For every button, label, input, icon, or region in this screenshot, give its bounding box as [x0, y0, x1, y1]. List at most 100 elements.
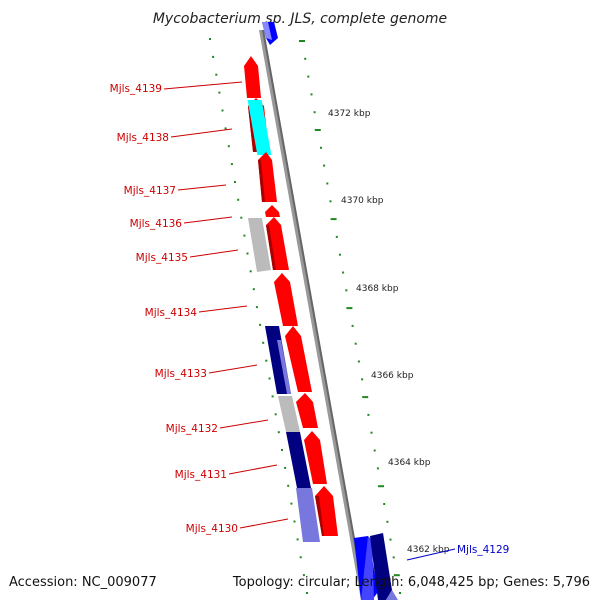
tick-mark [338, 253, 341, 256]
tick-label-4368: 4368 kbp [356, 284, 399, 294]
tick-mark [314, 129, 321, 131]
tick-mark [277, 431, 280, 434]
tick-mark [393, 574, 400, 577]
tick-mark [313, 111, 316, 114]
tick-mark [252, 288, 255, 291]
gene-label-mjls-4133: Mjls_4133 [155, 368, 207, 380]
tick-mark [209, 38, 211, 40]
tick-mark [357, 360, 360, 363]
tick-mark [249, 270, 252, 273]
tick-label-4372: 4372 kbp [328, 109, 371, 119]
tick-mark [326, 182, 329, 185]
tick-label-4362: 4362 kbp [407, 545, 450, 555]
topology-info: Topology: circular; Length: 6,048,425 bp… [232, 575, 590, 590]
gene-label-mjls-4136: Mjls_4136 [130, 218, 183, 230]
tick-mark [274, 413, 277, 416]
tick-mark [212, 55, 215, 58]
tick-mark [304, 57, 307, 60]
gene-mjls-4132-other [278, 396, 300, 432]
tick-mark [307, 75, 310, 78]
gene-mjls-4139 [244, 56, 261, 98]
tick-mark [262, 341, 265, 344]
gene-label-mjls-4137: Mjls_4137 [124, 185, 176, 197]
gene-label-mjls-4134: Mjls_4134 [145, 307, 198, 319]
tick-mark [386, 520, 389, 523]
tick-mark [281, 449, 283, 451]
tick-mark [224, 127, 227, 130]
gene-mjls-4135-other [248, 218, 271, 272]
tick-mark [259, 323, 262, 326]
gene-label-mjls-4135: Mjls_4135 [136, 252, 188, 264]
tick-mark [367, 413, 370, 416]
tick-mark [299, 556, 302, 559]
gene-mjls-4138-rna [247, 100, 272, 155]
tick-mark [335, 235, 338, 238]
tick-mark [296, 538, 299, 541]
right-tick-dots [299, 40, 401, 594]
gene-mjls-4134 [274, 273, 298, 326]
tick-mark [255, 306, 258, 309]
tick-mark [215, 73, 218, 76]
genome-backbone [259, 30, 366, 600]
tick-label-4370: 4370 kbp [341, 196, 384, 206]
tick-mark [271, 395, 274, 398]
tick-mark [234, 181, 236, 183]
tick-label-4366: 4366 kbp [371, 371, 414, 381]
gene-label-mjls-4132: Mjls_4132 [166, 423, 218, 435]
tick-labels: 4372 kbp 4370 kbp 4368 kbp 4366 kbp 4364… [328, 109, 450, 555]
tick-mark [383, 503, 386, 505]
left-tick-dots [209, 38, 308, 594]
tick-mark [346, 307, 353, 310]
tick-mark [361, 378, 364, 381]
tick-mark [370, 431, 373, 434]
tick-mark [284, 466, 287, 469]
tick-mark [376, 467, 379, 470]
tick-mark [230, 163, 233, 166]
tick-mark [342, 271, 345, 274]
gene-label-mjls-4129: Mjls_4129 [457, 544, 509, 556]
tick-mark [392, 556, 395, 559]
tick-mark [293, 520, 296, 523]
gene-mjls-4131-reverse [286, 432, 311, 488]
tick-mark [306, 592, 308, 594]
tick-mark [246, 252, 249, 255]
tick-mark [221, 109, 224, 112]
gene-mjls-4132 [296, 393, 318, 428]
gene-label-mjls-4131: Mjls_4131 [175, 469, 227, 481]
tick-mark [354, 342, 357, 345]
tick-label-4364: 4364 kbp [388, 458, 431, 468]
gene-label-mjls-4130: Mjls_4130 [186, 523, 238, 535]
tick-mark [227, 145, 230, 148]
tick-mark [389, 538, 392, 541]
tick-mark [330, 218, 337, 221]
tick-mark [373, 449, 376, 452]
gene-mjls-4129-b [370, 533, 392, 600]
tick-mark [265, 359, 268, 362]
gene-label-mjls-4138: Mjls_4138 [117, 132, 169, 144]
tick-mark [299, 40, 305, 42]
accession-text: Accession: NC_009077 [9, 575, 157, 590]
map-title: Mycobacterium sp. JLS, complete genome [153, 11, 447, 27]
gene-mjls-4131 [304, 431, 327, 484]
tick-mark [240, 216, 243, 219]
tick-mark [351, 324, 354, 327]
tick-mark [268, 377, 271, 380]
gene-features [244, 22, 398, 600]
tick-mark [302, 574, 305, 577]
gene-mjls-4130-reverse [296, 488, 320, 542]
gene-mjls-4133 [285, 326, 312, 392]
tick-mark [320, 146, 322, 149]
tick-mark [345, 289, 348, 292]
tick-mark [290, 502, 293, 505]
tick-mark [218, 91, 221, 94]
gene-label-lines [163, 81, 456, 561]
gene-mjls-4136 [265, 205, 280, 217]
tick-mark [237, 198, 240, 201]
tick-mark [323, 164, 326, 167]
tick-mark [399, 592, 401, 594]
tick-mark [378, 485, 384, 488]
tick-mark [287, 484, 290, 487]
tick-mark [362, 396, 369, 399]
gene-label-mjls-4139: Mjls_4139 [110, 83, 162, 95]
